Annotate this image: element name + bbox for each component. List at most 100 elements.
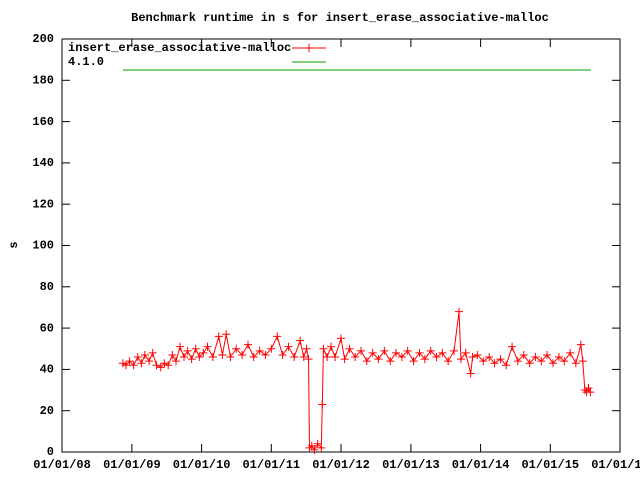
data-point xyxy=(357,346,366,355)
data-point xyxy=(302,344,311,353)
data-point xyxy=(255,346,264,355)
data-point xyxy=(164,361,173,370)
data-point xyxy=(218,350,227,359)
data-point xyxy=(284,342,293,351)
y-tick-label: 160 xyxy=(32,115,54,129)
data-point xyxy=(313,439,322,448)
data-point xyxy=(584,383,593,392)
data-point xyxy=(137,359,146,368)
data-point xyxy=(319,344,328,353)
data-point xyxy=(502,361,511,370)
data-point xyxy=(525,359,534,368)
data-point xyxy=(496,355,505,364)
data-point xyxy=(317,443,326,452)
data-point xyxy=(560,357,569,366)
y-axis-label: s xyxy=(7,241,21,248)
data-point xyxy=(323,353,332,362)
data-point xyxy=(195,353,204,362)
data-point xyxy=(571,359,580,368)
legend-label: insert_erase_associative-malloc xyxy=(68,41,291,55)
data-point xyxy=(490,359,499,368)
data-point xyxy=(140,350,149,359)
data-point xyxy=(238,350,247,359)
data-point xyxy=(531,353,540,362)
data-point xyxy=(468,353,477,362)
data-point xyxy=(397,353,406,362)
data-point xyxy=(307,441,316,450)
data-point xyxy=(345,344,354,353)
data-point xyxy=(267,344,276,353)
data-point xyxy=(121,361,130,370)
data-point xyxy=(580,386,589,395)
data-point xyxy=(386,357,395,366)
data-point xyxy=(278,350,287,359)
data-point xyxy=(586,388,595,397)
data-point xyxy=(318,400,327,409)
x-tick-label: 01/01/15 xyxy=(521,458,579,472)
data-point xyxy=(566,348,575,357)
data-point xyxy=(391,348,400,357)
data-point xyxy=(222,330,231,339)
data-point xyxy=(232,344,241,353)
data-point xyxy=(409,357,418,366)
data-point xyxy=(168,350,177,359)
x-tick-label: 01/01/08 xyxy=(33,458,91,472)
y-tick-label: 120 xyxy=(32,197,54,211)
data-point xyxy=(176,342,185,351)
data-point xyxy=(199,348,208,357)
data-point xyxy=(226,353,235,362)
data-point xyxy=(125,357,134,366)
y-tick-label: 200 xyxy=(32,32,54,46)
y-tick-label: 0 xyxy=(47,445,54,459)
data-point xyxy=(362,357,371,366)
data-point xyxy=(415,348,424,357)
data-point xyxy=(180,353,189,362)
data-point xyxy=(129,361,138,370)
data-point xyxy=(368,348,377,357)
x-tick-label: 01/01/14 xyxy=(452,458,510,472)
y-tick-label: 100 xyxy=(32,239,54,253)
data-point xyxy=(420,355,429,364)
data-point xyxy=(473,350,482,359)
data-point xyxy=(426,346,435,355)
y-tick-label: 80 xyxy=(40,280,54,294)
chart-title: Benchmark runtime in s for insert_erase_… xyxy=(131,11,549,25)
x-tick-label: 01/01/11 xyxy=(242,458,300,472)
data-point xyxy=(456,355,465,364)
data-point xyxy=(461,348,470,357)
data-point xyxy=(304,355,313,364)
x-tick-label: 01/01/13 xyxy=(382,458,440,472)
data-point xyxy=(466,369,475,378)
data-point xyxy=(261,350,270,359)
data-point xyxy=(548,359,557,368)
x-tick-label: 01/01/10 xyxy=(173,458,231,472)
data-point xyxy=(519,350,528,359)
y-tick-label: 60 xyxy=(40,321,54,335)
data-point xyxy=(455,307,464,316)
data-point xyxy=(273,332,282,341)
data-point xyxy=(187,355,196,364)
data-point xyxy=(203,342,212,351)
data-point xyxy=(148,348,157,357)
data-point xyxy=(554,353,563,362)
data-point xyxy=(156,363,165,372)
data-point xyxy=(403,346,412,355)
data-point xyxy=(537,357,546,366)
legend-label: 4.1.0 xyxy=(68,55,104,69)
data-point xyxy=(578,357,587,366)
data-point xyxy=(299,353,308,362)
x-tick-label: 01/01/12 xyxy=(312,458,370,472)
data-point xyxy=(543,350,552,359)
y-tick-label: 20 xyxy=(40,404,54,418)
data-point xyxy=(249,353,258,362)
data-point xyxy=(513,357,522,366)
data-point xyxy=(152,361,161,370)
data-point xyxy=(331,353,340,362)
data-point xyxy=(183,346,192,355)
data-point xyxy=(380,346,389,355)
data-point xyxy=(327,342,336,351)
data-point xyxy=(172,357,181,366)
data-point xyxy=(374,355,383,364)
data-point xyxy=(290,353,299,362)
